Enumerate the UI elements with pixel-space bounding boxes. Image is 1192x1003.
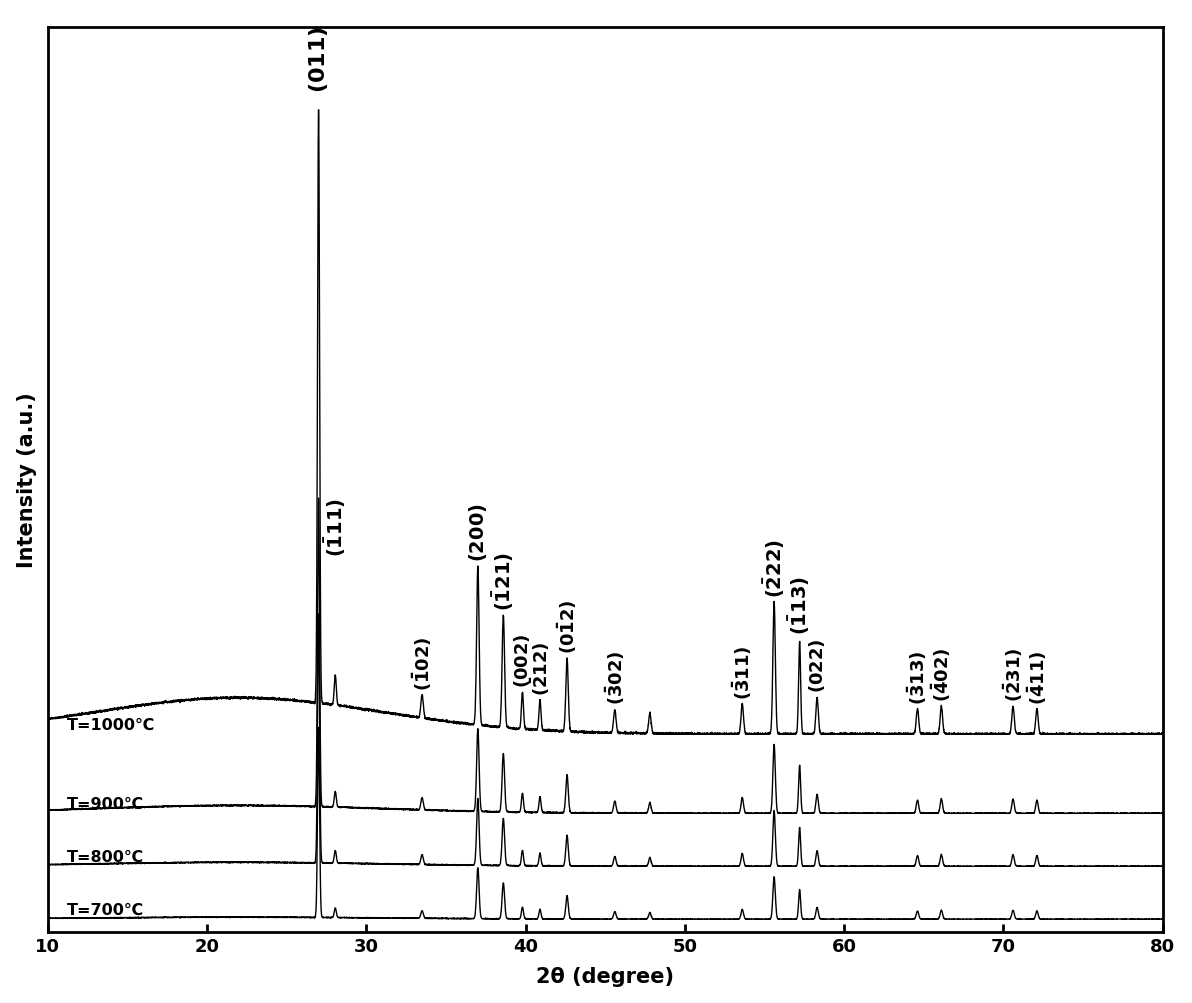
Text: $\bf{(\bar{4}02)}$: $\bf{(\bar{4}02)}$ [930, 647, 954, 701]
Y-axis label: Intensity (a.u.): Intensity (a.u.) [17, 392, 37, 568]
Text: T=700℃: T=700℃ [67, 902, 144, 917]
Text: T=900℃: T=900℃ [67, 796, 144, 810]
Text: $\bf{(\bar{1}02)}$: $\bf{(\bar{1}02)}$ [410, 635, 434, 690]
Text: $\bf{(002)}$: $\bf{(002)}$ [513, 633, 533, 688]
Text: T=800℃: T=800℃ [67, 849, 144, 864]
Text: $\bf{(\bar{2}31)}$: $\bf{(\bar{2}31)}$ [1001, 647, 1025, 701]
Text: $\bf{(\bar{1}11)}$: $\bf{(\bar{1}11)}$ [323, 497, 348, 556]
Text: $\bf{(200)}$: $\bf{(200)}$ [467, 503, 489, 562]
Text: $\bf{(\bar{4}11)}$: $\bf{(\bar{4}11)}$ [1025, 649, 1049, 704]
Text: $\bf{(\bar{3}11)}$: $\bf{(\bar{3}11)}$ [731, 645, 755, 699]
Text: $\bf{(\bar{2}22)}$: $\bf{(\bar{2}22)}$ [762, 538, 787, 597]
Text: $\bf{(\bar{1}13)}$: $\bf{(\bar{1}13)}$ [787, 575, 812, 634]
Text: $\bf{(\bar{2}12)}$: $\bf{(\bar{2}12)}$ [528, 641, 552, 695]
Text: $\bf{(\bar{1}21)}$: $\bf{(\bar{1}21)}$ [491, 552, 516, 610]
Text: $\bf{(\bar{3}13)}$: $\bf{(\bar{3}13)}$ [906, 649, 930, 704]
Text: $\bf{(022)}$: $\bf{(022)}$ [807, 638, 827, 693]
Text: $\bf{(011)}$: $\bf{(011)}$ [308, 26, 330, 93]
X-axis label: 2θ (degree): 2θ (degree) [536, 966, 675, 986]
Text: $\bf{(0\bar{1}2)}$: $\bf{(0\bar{1}2)}$ [555, 599, 579, 654]
Text: $\bf{(\bar{3}02)}$: $\bf{(\bar{3}02)}$ [603, 650, 627, 705]
Text: T=1000℃: T=1000℃ [67, 717, 155, 731]
